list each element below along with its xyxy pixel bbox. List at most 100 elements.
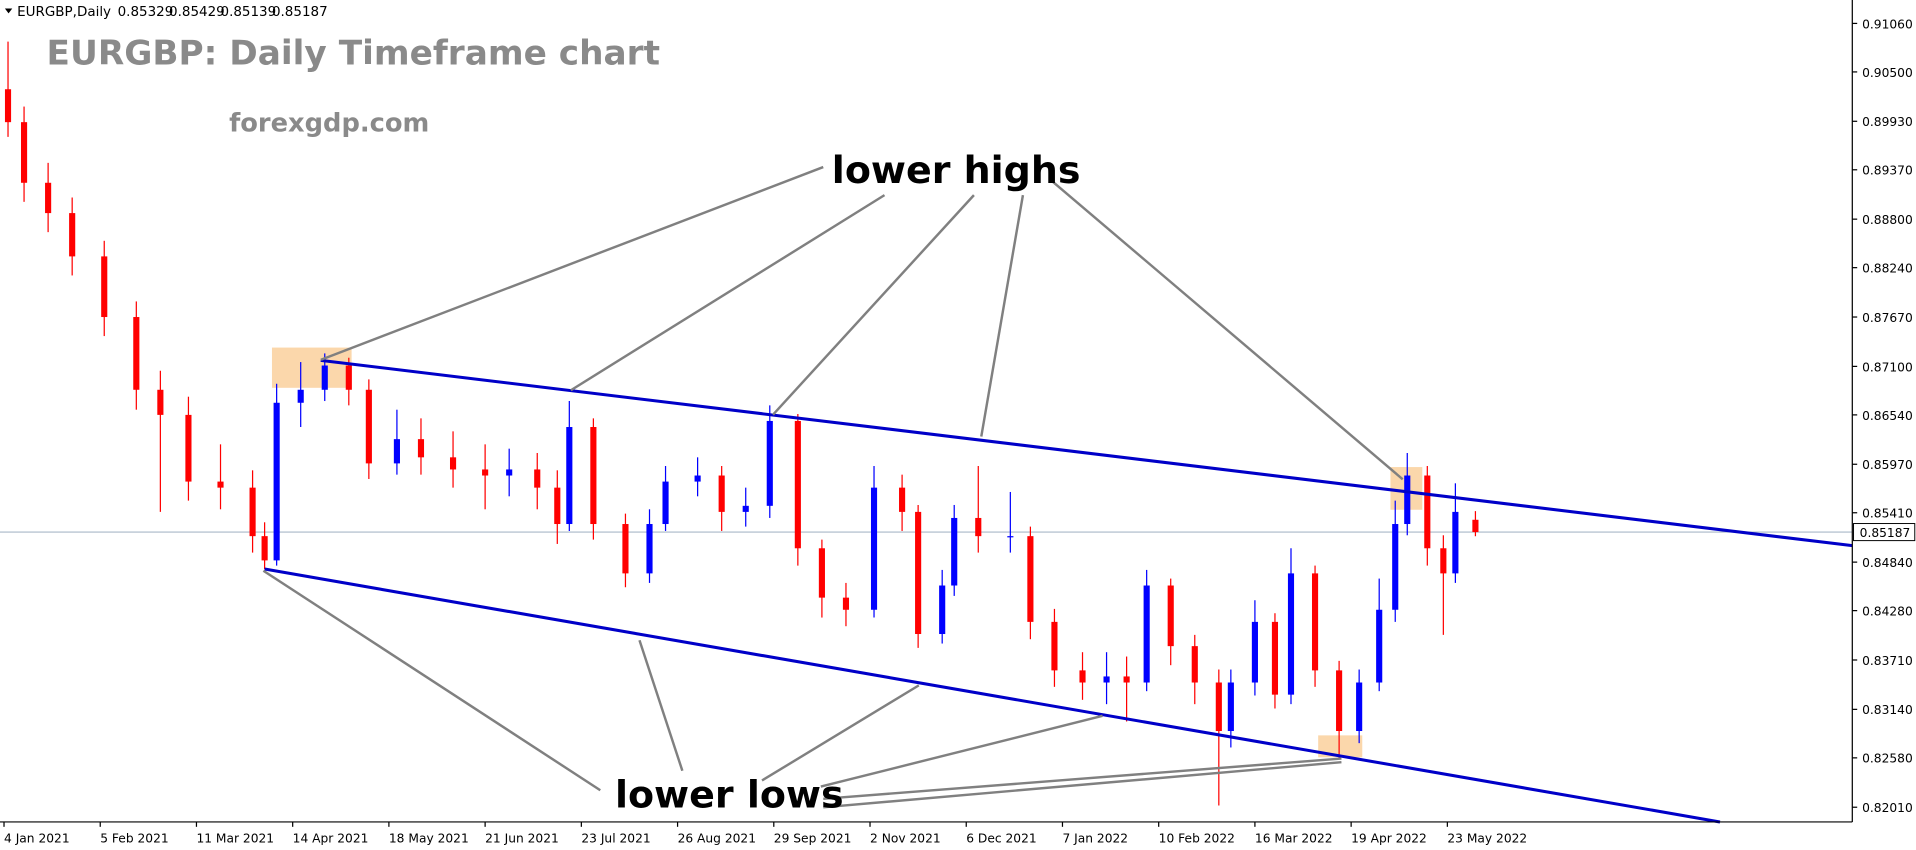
candle-body bbox=[1007, 536, 1014, 538]
candle-body bbox=[646, 524, 653, 574]
y-tick-label: 0.85970 bbox=[1862, 458, 1913, 472]
pointer-line bbox=[823, 757, 1342, 800]
candle-body bbox=[261, 536, 268, 561]
candle-body bbox=[1376, 609, 1383, 683]
y-tick-label: 0.83140 bbox=[1862, 703, 1913, 717]
x-tick-label: 10 Feb 2022 bbox=[1159, 832, 1235, 846]
candle-body bbox=[1392, 524, 1399, 610]
trendline bbox=[264, 567, 1721, 824]
y-tick-label: 0.88240 bbox=[1862, 262, 1913, 276]
ohlc-close: 0.85187 bbox=[272, 5, 328, 20]
candle-body bbox=[1079, 670, 1086, 683]
x-tick-label: 11 Mar 2021 bbox=[196, 832, 274, 846]
x-tick-label: 16 Mar 2022 bbox=[1255, 832, 1333, 846]
candle-body bbox=[1051, 621, 1058, 671]
candle-body bbox=[1167, 585, 1174, 647]
candle-body bbox=[273, 402, 280, 561]
y-tick-label: 0.90500 bbox=[1862, 66, 1913, 80]
y-tick-label: 0.89370 bbox=[1862, 164, 1913, 178]
candle-body bbox=[1440, 548, 1447, 574]
candle-body bbox=[1227, 682, 1234, 732]
x-tick-label: 23 Jul 2021 bbox=[581, 832, 650, 846]
candle-body bbox=[1191, 646, 1198, 683]
x-tick-label: 18 May 2021 bbox=[389, 832, 469, 846]
candle-body bbox=[482, 469, 489, 476]
candle-body bbox=[939, 585, 946, 635]
y-tick-label: 0.84280 bbox=[1862, 605, 1913, 619]
x-tick-label: 26 Aug 2021 bbox=[678, 832, 756, 846]
candle-body bbox=[662, 481, 669, 525]
candle-body bbox=[1123, 676, 1130, 683]
candle-body bbox=[1424, 475, 1431, 549]
candle-body bbox=[818, 548, 825, 598]
x-tick-label: 2 Nov 2021 bbox=[870, 832, 941, 846]
y-tick-label: 0.87100 bbox=[1862, 360, 1913, 374]
candle-body bbox=[1143, 585, 1150, 683]
y-tick-label: 0.82580 bbox=[1862, 752, 1913, 766]
candle-body bbox=[1287, 573, 1295, 695]
pointer-line bbox=[1049, 178, 1404, 481]
x-tick-label: 19 Apr 2022 bbox=[1351, 832, 1427, 846]
candle-body bbox=[1027, 536, 1034, 622]
candle-body bbox=[622, 524, 629, 574]
ohlc-low: 0.85139 bbox=[221, 5, 277, 20]
candle-body bbox=[133, 317, 140, 390]
candle-body bbox=[534, 469, 541, 488]
pointer-line bbox=[638, 639, 684, 772]
candle-body bbox=[766, 420, 773, 506]
x-tick-label: 14 Apr 2021 bbox=[293, 832, 369, 846]
x-tick-label: 7 Jan 2022 bbox=[1062, 832, 1128, 846]
candle-body bbox=[1251, 621, 1258, 683]
candle-body bbox=[365, 389, 372, 464]
highlight-box bbox=[1318, 735, 1363, 758]
x-tick-label: 6 Dec 2021 bbox=[966, 832, 1036, 846]
pointer-line bbox=[262, 569, 601, 792]
candle-body bbox=[217, 481, 224, 488]
candle-body bbox=[185, 414, 192, 482]
ohlc-high: 0.85429 bbox=[169, 5, 225, 20]
x-tick-label: 23 May 2022 bbox=[1447, 832, 1527, 846]
menu-arrow bbox=[4, 8, 13, 14]
pointer-line bbox=[320, 165, 824, 361]
x-tick-label: 4 Jan 2021 bbox=[4, 832, 70, 846]
candle-body bbox=[69, 213, 76, 257]
candle-body bbox=[101, 256, 108, 318]
annotation: lower highs bbox=[832, 148, 1081, 192]
y-tick-label: 0.91060 bbox=[1862, 17, 1913, 31]
y-tick-label: 0.86540 bbox=[1862, 409, 1913, 423]
candle-body bbox=[975, 517, 982, 537]
candle-body bbox=[20, 122, 28, 183]
candle-body bbox=[718, 475, 725, 512]
y-tick-label: 0.83710 bbox=[1862, 654, 1913, 668]
y-tick-label: 0.82010 bbox=[1862, 801, 1913, 815]
candle-body bbox=[842, 597, 850, 610]
candle-body bbox=[1404, 475, 1411, 525]
candle-body bbox=[345, 365, 352, 390]
candle-body bbox=[249, 487, 256, 537]
candle-body bbox=[1103, 676, 1110, 683]
candle-body bbox=[554, 487, 561, 525]
pointer-line bbox=[570, 194, 886, 392]
pointer-line bbox=[980, 194, 1025, 437]
candle-body bbox=[1452, 511, 1459, 574]
symbol-label: EURGBP,Daily bbox=[17, 5, 111, 20]
candle-body bbox=[915, 511, 922, 635]
candle-body bbox=[951, 517, 958, 586]
annotation: lower lows bbox=[615, 772, 844, 816]
pointer-line bbox=[772, 194, 975, 416]
candle-body bbox=[794, 420, 801, 549]
candle-body bbox=[590, 427, 597, 525]
pointer-lines bbox=[262, 165, 1404, 809]
current-price-label: 0.85187 bbox=[1860, 526, 1911, 540]
candle-body bbox=[297, 389, 304, 403]
candle-body bbox=[1271, 621, 1279, 695]
y-tick-label: 0.84840 bbox=[1862, 556, 1913, 570]
candle-body bbox=[566, 427, 573, 525]
candle-body bbox=[449, 457, 457, 470]
candle-body bbox=[45, 182, 52, 214]
candle-body bbox=[417, 439, 425, 458]
chart-subtitle: forexgdp.com bbox=[229, 109, 429, 139]
x-tick-label: 21 Jun 2021 bbox=[485, 832, 559, 846]
